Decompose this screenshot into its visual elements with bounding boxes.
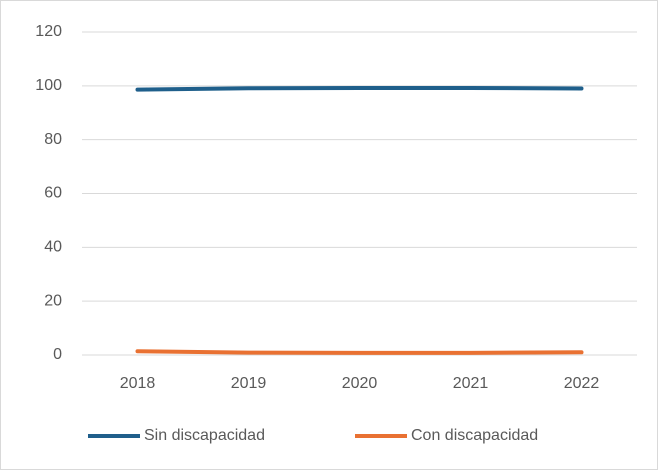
y-tick-label: 40 — [44, 239, 62, 256]
y-tick-label: 20 — [44, 292, 62, 309]
x-tick-label: 2021 — [453, 375, 489, 392]
y-tick-label: 0 — [53, 346, 62, 363]
x-tick-label: 2018 — [120, 375, 156, 392]
y-tick-label: 80 — [44, 131, 62, 148]
y-tick-label: 120 — [35, 23, 62, 40]
y-tick-label: 60 — [44, 185, 62, 202]
x-tick-label: 2019 — [231, 375, 267, 392]
data-line — [135, 85, 584, 92]
legend-label: Sin discapacidad — [144, 427, 265, 444]
data-line — [135, 349, 584, 355]
y-tick-label: 100 — [35, 77, 62, 94]
x-tick-label: 2022 — [564, 375, 600, 392]
x-tick-label: 2020 — [342, 375, 378, 392]
legend-label: Con discapacidad — [411, 427, 538, 444]
